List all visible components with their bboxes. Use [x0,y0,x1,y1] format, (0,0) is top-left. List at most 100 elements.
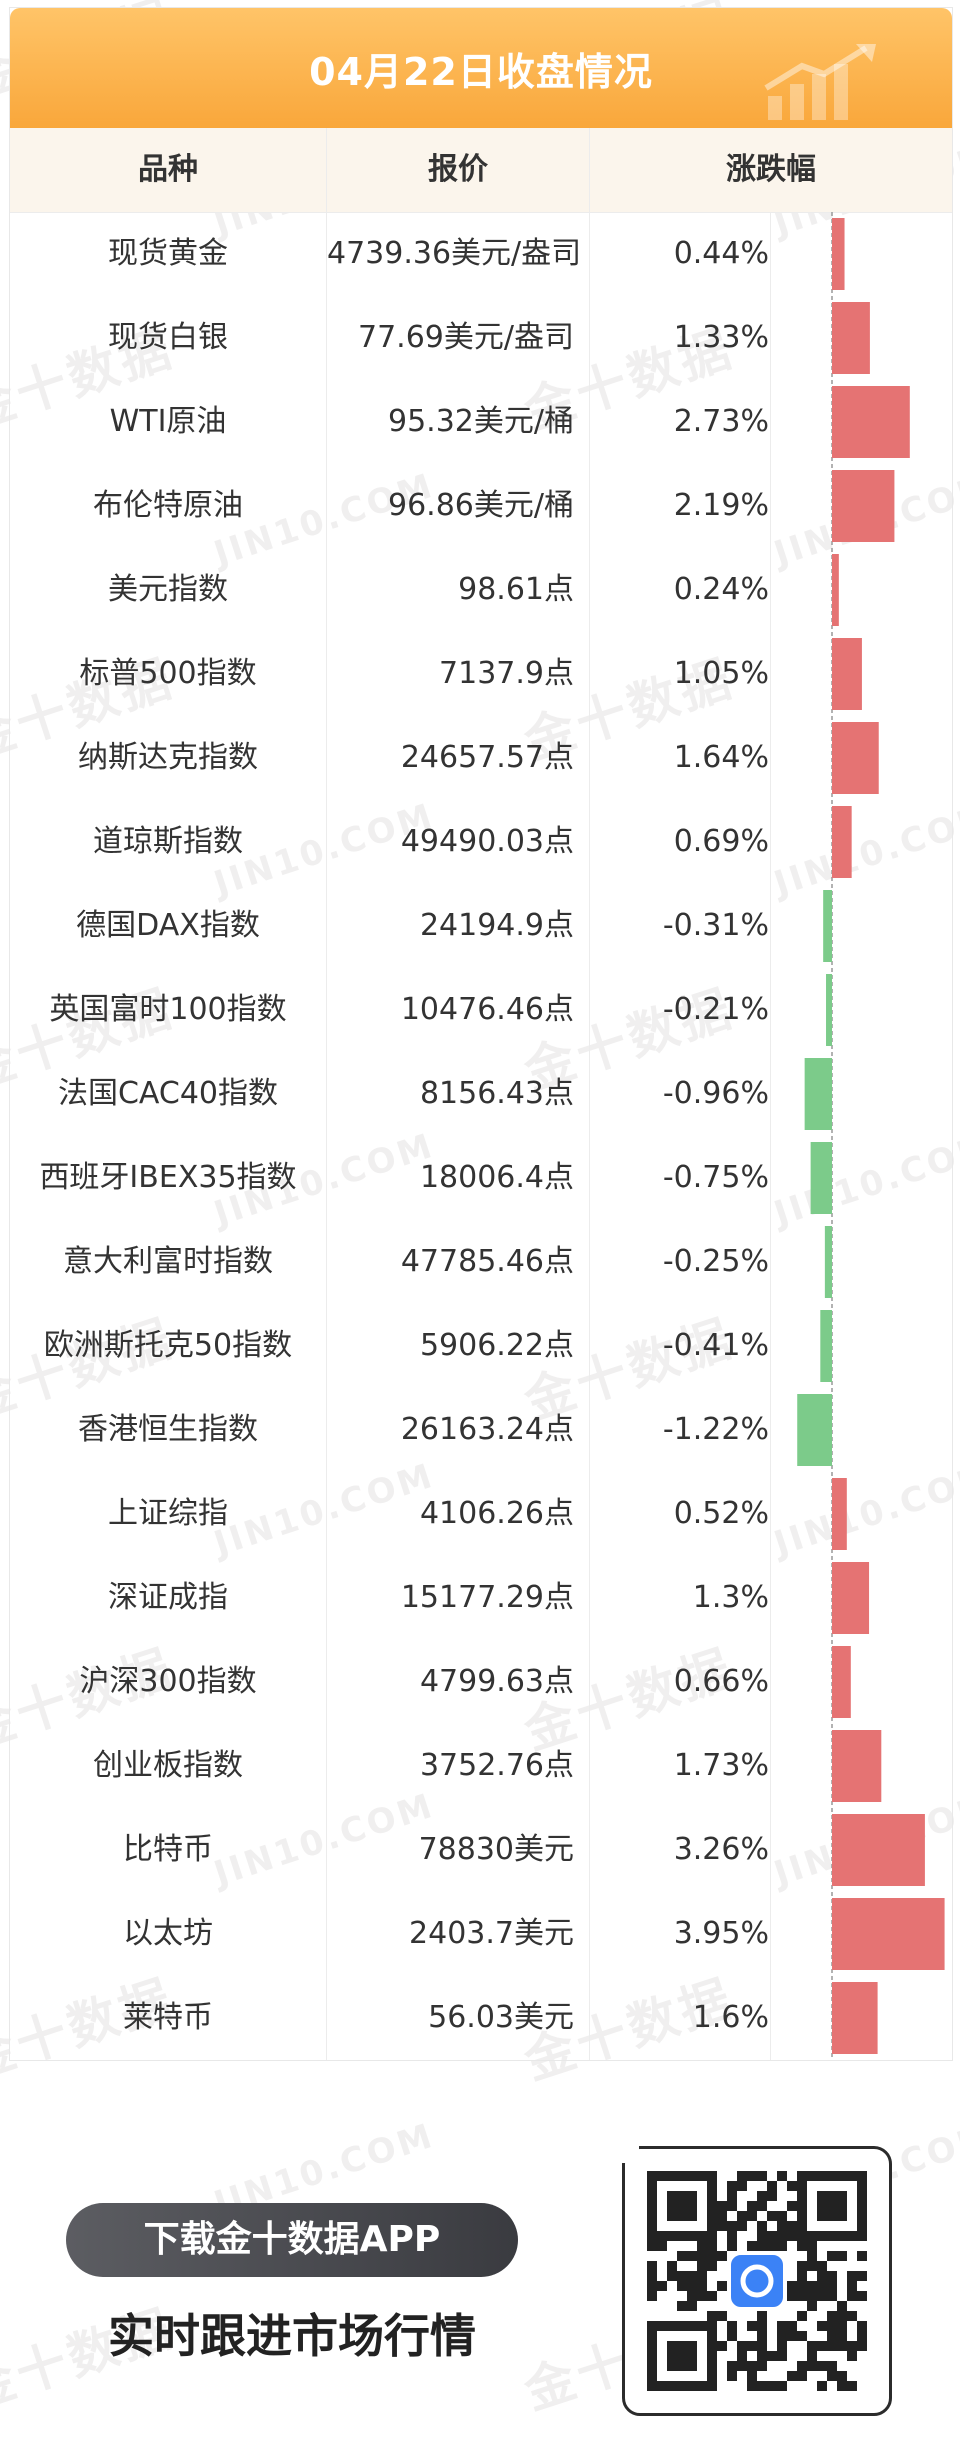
quote-table: 04月22日收盘情况 品种 报价 涨跌幅 现货黄金 4739.36美元/盎司 0.4… [9,7,953,2061]
instrument-change: 0.69% [673,824,769,859]
download-app-button[interactable]: 下载金十数据APP [66,2203,518,2277]
instrument-change: -1.22% [662,1412,769,1447]
instrument-price: 4799.63点 [419,1664,574,1699]
instrument-change: 3.26% [673,1832,769,1867]
cta-subtitle: 实时跟进市场行情 [108,2309,476,2363]
table-row: 标普500指数 7137.9点 1.05% [10,632,952,716]
instrument-change: -0.21% [662,992,769,1027]
instrument-name: WTI原油 [109,404,227,439]
table-row: 英国富时100指数 10476.46点 -0.21% [10,968,952,1052]
instrument-change: 2.19% [673,488,769,523]
change-bar [832,470,895,542]
change-bar [820,1310,832,1382]
instrument-change: 1.73% [673,1748,769,1783]
instrument-change: 1.6% [692,2000,769,2035]
instrument-name: 香港恒生指数 [78,1412,258,1447]
instrument-price: 4739.36美元/盎司 [327,236,582,271]
table-header: 品种 报价 涨跌幅 [10,128,952,213]
instrument-price: 8156.43点 [419,1076,574,1111]
table-row: 纳斯达克指数 24657.57点 1.64% [10,716,952,800]
instrument-name: 美元指数 [108,572,228,607]
instrument-change: -0.31% [662,908,769,943]
instrument-name: 纳斯达克指数 [78,740,258,775]
instrument-price: 10476.46点 [400,992,574,1027]
instrument-change: -0.41% [662,1328,769,1363]
change-bar [832,1730,882,1802]
change-bar [832,1982,878,2054]
instrument-price: 96.86美元/桶 [388,488,574,523]
instrument-change: 0.44% [673,236,769,271]
instrument-name: 深证成指 [108,1580,228,1615]
column-divider [770,212,771,2060]
instrument-price: 7137.9点 [439,656,574,691]
change-bar [832,1562,870,1634]
instrument-change: 3.95% [673,1916,769,1951]
title-bar: 04月22日收盘情况 [10,8,952,128]
change-bar [797,1394,832,1466]
instrument-name: 现货黄金 [108,236,228,271]
table-row: 布伦特原油 96.86美元/桶 2.19% [10,464,952,548]
instrument-price: 49490.03点 [400,824,574,859]
qr-code[interactable] [621,2145,892,2416]
instrument-change: 1.33% [673,320,769,355]
instrument-name: 标普500指数 [79,656,257,691]
instrument-price: 2403.7美元 [409,1916,574,1951]
instrument-change: 2.73% [673,404,769,439]
table-row: 香港恒生指数 26163.24点 -1.22% [10,1388,952,1472]
table-row: 沪深300指数 4799.63点 0.66% [10,1640,952,1724]
column-header-change: 涨跌幅 [726,152,816,187]
instrument-name: 创业板指数 [93,1748,243,1783]
column-header-price: 报价 [428,152,488,187]
column-divider [589,128,590,2060]
change-bar-chart [797,212,945,2060]
change-bar [823,890,832,962]
table-row: 欧洲斯托克50指数 5906.22点 -0.41% [10,1304,952,1388]
table-row: 美元指数 98.61点 0.24% [10,548,952,632]
change-bar [810,1142,832,1214]
change-bar [804,1058,832,1130]
instrument-name: 道琼斯指数 [93,824,243,859]
change-bar [826,974,832,1046]
table-row: 法国CAC40指数 8156.43点 -0.96% [10,1052,952,1136]
table-row: 意大利富时指数 47785.46点 -0.25% [10,1220,952,1304]
instrument-price: 77.69美元/盎司 [358,320,574,355]
instrument-price: 95.32美元/桶 [388,404,574,439]
watermark-text: JIN10.COM [209,2446,439,2452]
instrument-change: 0.52% [673,1496,769,1531]
instrument-price: 47785.46点 [400,1244,574,1279]
change-bar [832,386,910,458]
column-header-name: 品种 [138,152,198,187]
instrument-price: 24657.57点 [400,740,574,775]
instrument-change: -0.25% [662,1244,769,1279]
instrument-name: 布伦特原油 [93,488,243,523]
instrument-name: 西班牙IBEX35指数 [39,1160,297,1195]
instrument-name: 沪深300指数 [79,1664,257,1699]
change-bar [832,806,852,878]
watermark-text: JIN10.COM [769,2446,960,2452]
instrument-price: 98.61点 [458,572,574,607]
instrument-price: 24194.9点 [419,908,574,943]
instrument-change: 1.05% [673,656,769,691]
change-bar [832,1898,945,1970]
instrument-price: 78830美元 [418,1832,574,1867]
instrument-price: 15177.29点 [400,1580,574,1615]
instrument-change: -0.75% [662,1160,769,1195]
table-row: 创业板指数 3752.76点 1.73% [10,1724,952,1808]
instrument-change: -0.96% [662,1076,769,1111]
table-row: 德国DAX指数 24194.9点 -0.31% [10,884,952,968]
change-bar [832,1478,847,1550]
change-bar [832,638,862,710]
instrument-name: 德国DAX指数 [76,908,260,943]
instrument-price: 26163.24点 [400,1412,574,1447]
instrument-name: 上证综指 [108,1496,228,1531]
table-row: 上证综指 4106.26点 0.52% [10,1472,952,1556]
table-row: 西班牙IBEX35指数 18006.4点 -0.75% [10,1136,952,1220]
change-bar [832,1814,925,1886]
table-row: 道琼斯指数 49490.03点 0.69% [10,800,952,884]
table-row: 现货黄金 4739.36美元/盎司 0.44% [10,212,952,296]
instrument-price: 18006.4点 [419,1160,574,1195]
table-row: 深证成指 15177.29点 1.3% [10,1556,952,1640]
rising-chart-icon [764,44,876,120]
instrument-name: 莱特币 [123,2000,213,2035]
change-bar [832,1646,851,1718]
